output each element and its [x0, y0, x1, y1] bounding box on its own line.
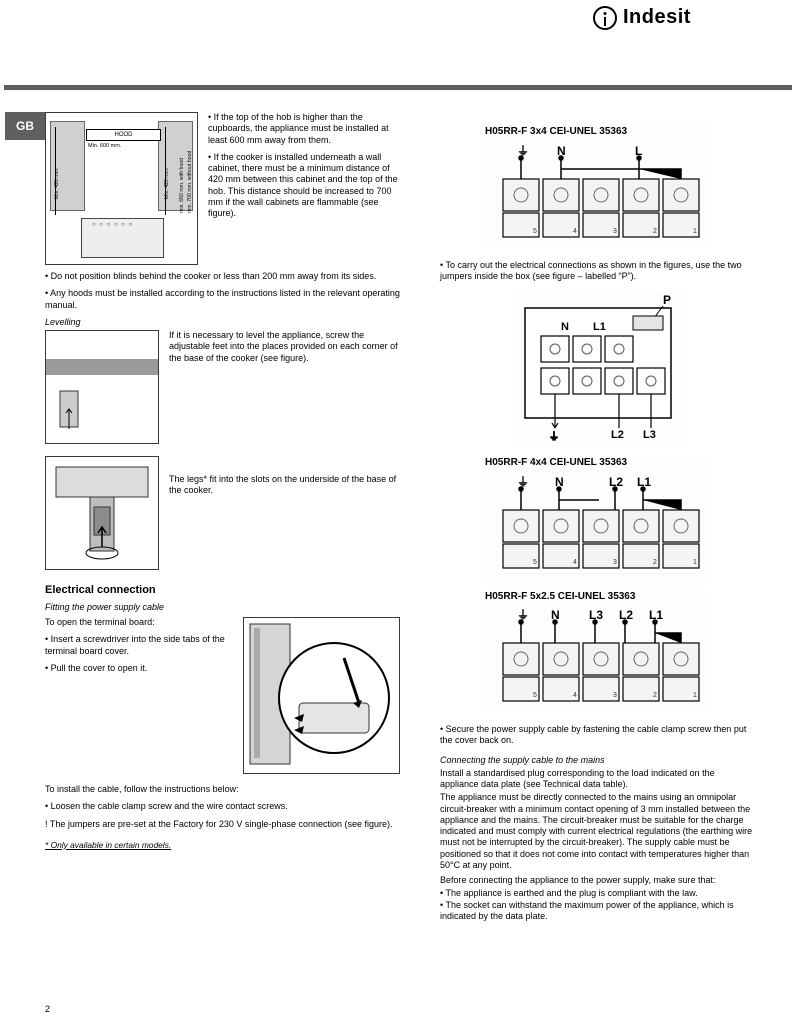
hood-label: HOOD: [86, 129, 161, 141]
elec-subhead: Fitting the power supply cable: [45, 602, 400, 613]
svg-text:5: 5: [533, 559, 537, 566]
wiring2-title: H05RR-F 4x4 CEI-UNEL 35363: [485, 457, 710, 470]
svg-text:3: 3: [613, 559, 617, 566]
p-l1: L1: [593, 321, 606, 333]
header-rule: [4, 85, 792, 90]
mains-li1: • The appliance is earthed and the plug …: [440, 888, 755, 899]
wiring3-title: H05RR-F 5x2.5 CEI-UNEL 35363: [485, 591, 710, 604]
pos-li4: • Do not position blinds behind the cook…: [45, 271, 400, 282]
dim-right3: min. 700 mm. without hood: [187, 151, 194, 213]
svg-text:2: 2: [653, 692, 657, 699]
svg-text:1: 1: [693, 692, 697, 699]
svg-text:1: 1: [693, 228, 697, 235]
wiring1-title: H05RR-F 3x4 CEI-UNEL 35363: [485, 126, 710, 139]
mains-li2: • The socket can withstand the maximum p…: [440, 900, 755, 923]
svg-text:5: 5: [533, 692, 537, 699]
mains-p1: Install a standardised plug correspondin…: [440, 768, 755, 791]
figure-wiring-2: H05RR-F 4x4 CEI-UNEL 35363 ⏚ N L2 L1: [485, 457, 710, 579]
dim-right2: min. 650 mm. with hood: [179, 158, 186, 213]
svg-text:3: 3: [613, 692, 617, 699]
language-tab: GB: [5, 112, 45, 140]
elec-li3: • Loosen the cable clamp screw and the w…: [45, 801, 400, 812]
mains-p3: Before connecting the appliance to the p…: [440, 875, 755, 886]
mains-head: Connecting the supply cable to the mains: [440, 755, 775, 766]
svg-text:⏚: ⏚: [517, 144, 529, 158]
p-l2: L2: [611, 429, 624, 441]
p-l3: L3: [643, 429, 656, 441]
figure-feet-adjust: [45, 330, 159, 444]
intro-p2: • If the cooker is installed underneath …: [208, 152, 400, 220]
secure-li: • Secure the power supply cable by faste…: [440, 724, 755, 747]
svg-text:4: 4: [573, 559, 577, 566]
range-graphic: ○ ○ ○ ○ ○ ○: [81, 218, 164, 258]
figure-terminal-board: [243, 617, 400, 774]
elec-note: ! The jumpers are pre-set at the Factory…: [45, 819, 400, 830]
svg-text:3: 3: [613, 228, 617, 235]
brand-mark-icon: [593, 6, 617, 30]
svg-text:2: 2: [653, 228, 657, 235]
hood-min-label: Min. 600 mm.: [88, 143, 121, 150]
brand-logo: Indesit: [593, 5, 691, 30]
dim-left: Min. 420 mm.: [54, 168, 61, 199]
page-number: 2: [45, 1004, 50, 1015]
levelling-head: Levelling: [45, 317, 400, 328]
figure-wiring-1: H05RR-F 3x4 CEI-UNEL 35363 ⏚ N L: [485, 126, 710, 248]
svg-text:4: 4: [573, 692, 577, 699]
figure-terminal-p: P N L1 ⏚ L2 L3: [513, 290, 683, 445]
figure-hood-clearance: HOOD Min. 600 mm. ○ ○ ○ ○ ○ ○ Min. 420 m…: [45, 112, 198, 265]
svg-text:⏚: ⏚: [517, 608, 529, 622]
svg-text:1: 1: [693, 559, 697, 566]
svg-text:2: 2: [653, 559, 657, 566]
svg-text:4: 4: [573, 228, 577, 235]
pos-li5: • Any hoods must be installed according …: [45, 288, 400, 311]
dim-right1: Min. 420 mm.: [164, 168, 171, 199]
figure-leg-insert: [45, 456, 159, 570]
right-column: H05RR-F 3x4 CEI-UNEL 35363 ⏚ N L: [420, 112, 775, 922]
svg-text:5: 5: [533, 228, 537, 235]
intro-p1: • If the top of the hob is higher than t…: [208, 112, 400, 146]
p-label: P: [663, 293, 671, 307]
footnote: * Only available in certain models.: [45, 840, 400, 851]
svg-text:⏚: ⏚: [549, 431, 559, 443]
svg-text:⏚: ⏚: [517, 475, 529, 489]
bridge-text: • To carry out the electrical connection…: [440, 260, 755, 283]
elec-head: Electrical connection: [45, 584, 400, 598]
mains-p2: The appliance must be directly connected…: [440, 792, 755, 871]
elec-p2: To install the cable, follow the instruc…: [45, 784, 400, 795]
p-n: N: [561, 321, 569, 333]
left-column: HOOD Min. 600 mm. ○ ○ ○ ○ ○ ○ Min. 420 m…: [45, 112, 400, 850]
brand-name: Indesit: [623, 5, 691, 30]
figure-wiring-3: H05RR-F 5x2.5 CEI-UNEL 35363 ⏚ N L3 L2 L…: [485, 591, 710, 713]
